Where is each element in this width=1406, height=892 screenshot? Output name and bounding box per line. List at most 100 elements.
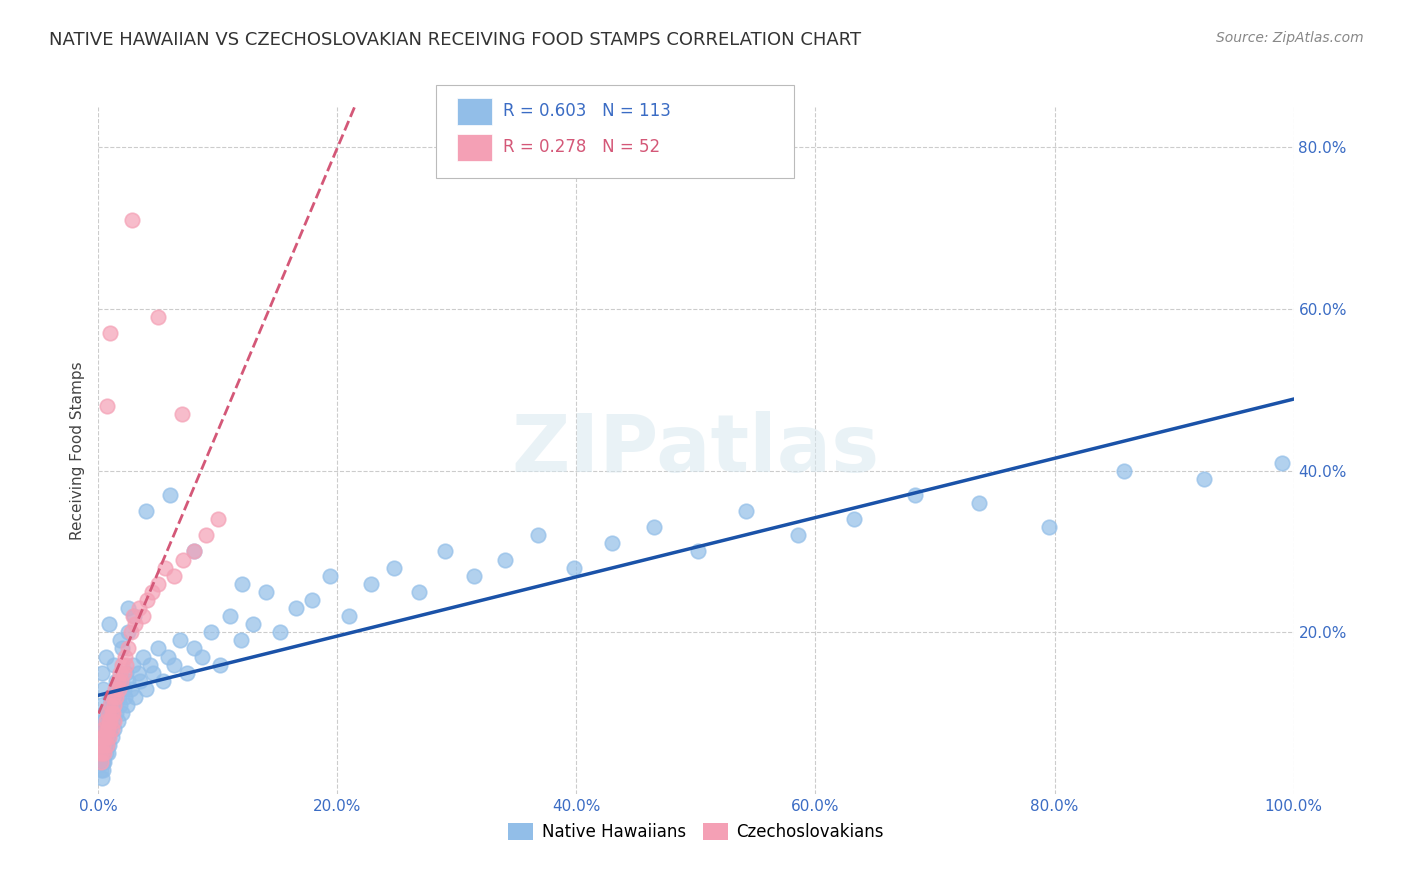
Point — [112, 681, 135, 696]
Point — [98, 698, 122, 712]
Point — [219, 609, 242, 624]
Point — [229, 633, 252, 648]
Point — [91, 739, 114, 753]
Point — [117, 673, 139, 688]
Point — [97, 747, 120, 761]
Point — [114, 690, 136, 704]
Point — [688, 544, 710, 558]
Point — [129, 673, 152, 688]
Point — [98, 714, 121, 728]
Point — [117, 601, 139, 615]
Point — [91, 771, 114, 785]
Point — [91, 747, 114, 761]
Point — [142, 665, 165, 680]
Point — [105, 706, 128, 720]
Y-axis label: Receiving Food Stamps: Receiving Food Stamps — [70, 361, 86, 540]
Point — [131, 609, 153, 624]
Point — [105, 681, 128, 696]
Point — [98, 690, 122, 704]
Point — [90, 747, 112, 761]
Point — [207, 512, 229, 526]
Point — [122, 657, 145, 672]
Point — [269, 625, 291, 640]
Point — [90, 755, 112, 769]
Point — [148, 310, 170, 325]
Point — [101, 690, 124, 704]
Point — [195, 528, 218, 542]
Point — [96, 706, 118, 720]
Point — [98, 714, 122, 728]
Point — [90, 739, 112, 753]
Point — [97, 706, 120, 720]
Point — [100, 723, 122, 737]
Point — [107, 714, 129, 728]
Point — [1192, 472, 1215, 486]
Point — [98, 326, 122, 341]
Point — [96, 399, 118, 413]
Text: NATIVE HAWAIIAN VS CZECHOSLOVAKIAN RECEIVING FOOD STAMPS CORRELATION CHART: NATIVE HAWAIIAN VS CZECHOSLOVAKIAN RECEI… — [49, 31, 862, 49]
Point — [94, 747, 117, 761]
Point — [91, 755, 114, 769]
Point — [183, 641, 205, 656]
Point — [93, 739, 115, 753]
Point — [1038, 520, 1060, 534]
Point — [231, 576, 253, 591]
Point — [494, 552, 516, 566]
Point — [136, 593, 159, 607]
Point — [101, 690, 124, 704]
Point — [148, 576, 170, 591]
Point — [108, 665, 131, 680]
Point — [98, 714, 121, 728]
Point — [120, 681, 142, 696]
Point — [562, 560, 585, 574]
Point — [91, 755, 114, 769]
Text: ZIPatlas: ZIPatlas — [512, 411, 880, 490]
Point — [254, 585, 277, 599]
Point — [103, 714, 125, 728]
Point — [91, 731, 114, 745]
Point — [103, 657, 125, 672]
Point — [967, 496, 990, 510]
Point — [103, 698, 125, 712]
Point — [111, 641, 134, 656]
Point — [97, 723, 120, 737]
Point — [100, 731, 122, 745]
Point — [169, 633, 191, 648]
Point — [434, 544, 457, 558]
Point — [112, 665, 135, 680]
Point — [284, 601, 307, 615]
Point — [107, 690, 129, 704]
Point — [111, 706, 134, 720]
Point — [1271, 456, 1294, 470]
Point — [172, 552, 194, 566]
Point — [183, 544, 205, 558]
Point — [602, 536, 624, 550]
Point — [242, 617, 264, 632]
Point — [94, 731, 117, 745]
Point — [93, 755, 115, 769]
Point — [104, 681, 127, 696]
Point — [94, 731, 117, 745]
Point — [105, 673, 128, 688]
Point — [110, 673, 132, 688]
Point — [382, 560, 405, 574]
Point — [103, 723, 125, 737]
Point — [108, 633, 131, 648]
Point — [93, 747, 115, 761]
Point — [94, 723, 117, 737]
Point — [159, 488, 181, 502]
Point — [93, 714, 115, 728]
Point — [108, 698, 131, 712]
Point — [139, 657, 162, 672]
Point — [191, 649, 214, 664]
Point — [122, 609, 145, 624]
Point — [91, 739, 114, 753]
Point — [121, 213, 143, 227]
Point — [183, 544, 205, 558]
Point — [98, 617, 121, 632]
Point — [155, 560, 177, 574]
Point — [200, 625, 222, 640]
Point — [131, 649, 153, 664]
Point — [156, 649, 179, 664]
Point — [96, 723, 118, 737]
